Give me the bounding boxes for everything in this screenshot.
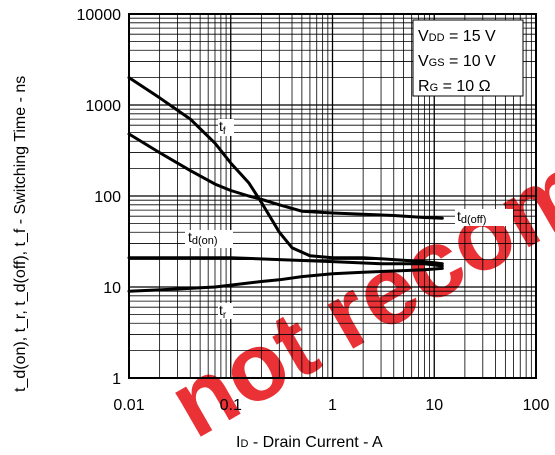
y-tick-label: 100 <box>94 189 121 206</box>
series-label-tdoff: td(off) <box>457 208 486 226</box>
series-line-0 <box>127 76 444 266</box>
y-tick-label: 10000 <box>77 7 122 24</box>
y-tick-label: 1000 <box>85 98 121 115</box>
grid <box>128 14 536 379</box>
x-tick-label: 0.01 <box>113 397 144 414</box>
x-tick-label: 1 <box>328 397 337 414</box>
conditions-frame <box>412 19 524 97</box>
tick-layer: 0.01 0.1 1 10 100 1 10 100 1000 10000 <box>77 7 550 414</box>
conditions-box: VDD = 15 V VGS = 10 V RG = 10 Ω <box>412 19 524 97</box>
series-line-2 <box>127 256 444 268</box>
series-line-3 <box>127 266 444 293</box>
series-label-tr: tr <box>219 302 227 321</box>
label-tdoff-bg <box>455 209 513 226</box>
y-tick-label: 1 <box>112 371 121 388</box>
condition-vdd: VDD = 15 V <box>418 28 496 45</box>
y-tick-label: 10 <box>103 280 121 297</box>
series-line-1 <box>127 132 444 220</box>
series-layer <box>127 76 444 293</box>
y-axis-label: t_d(on), t_r, t_d(off), t_f - Switching … <box>12 76 29 392</box>
condition-rg: RG = 10 Ω <box>418 78 491 95</box>
label-tdon-bg <box>185 230 233 248</box>
x-tick-label: 0.1 <box>220 397 242 414</box>
label-tf-bg <box>218 119 234 136</box>
series-label-tdon: td(on) <box>188 229 218 247</box>
label-tr-bg <box>218 303 233 319</box>
series-label-tf: tf <box>219 118 226 137</box>
x-axis-label: ID - Drain Current - A <box>236 434 383 451</box>
condition-vgs: VGS = 10 V <box>418 53 496 70</box>
x-tick-label: 100 <box>523 397 550 414</box>
x-tick-label: 10 <box>425 397 443 414</box>
